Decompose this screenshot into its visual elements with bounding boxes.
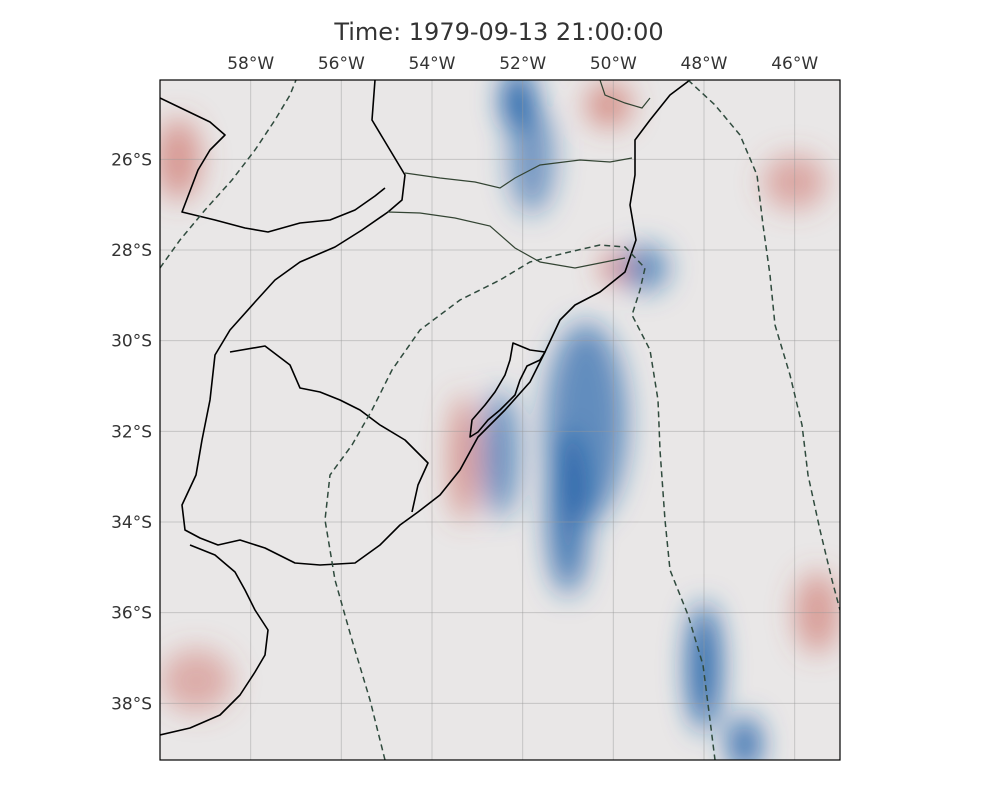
lon-tick-label: 48°W [681,54,728,74]
coastline-and-borders [160,80,691,736]
map-title: Time: 1979-09-13 21:00:00 [333,18,663,46]
field-negative-core-bottom [728,716,761,760]
uruguay-border [229,345,429,513]
lon-tick-label: 50°W [590,54,637,74]
field-positive-strip-west [450,395,478,522]
field-positive-patch-nw [160,118,201,201]
state-border-east [599,80,651,109]
gridlines [160,80,840,760]
contour-northwest [160,80,297,269]
field-negative-band-north [509,104,555,214]
lon-tick-label: 56°W [318,54,365,74]
lat-tick-label: 36°S [111,604,152,624]
map-frame [159,79,841,761]
patos-lagoon [469,342,546,438]
latitude-tick-labels: 26°S 28°S 30°S 32°S 34°S 36°S 38°S [111,150,152,714]
lon-tick-label: 52°W [499,54,546,74]
lat-tick-label: 38°S [111,694,152,714]
state-borders [387,80,651,269]
contour-center [324,244,716,760]
field-positive-patch-north [586,82,632,128]
lon-tick-label: 46°W [771,54,818,74]
lat-tick-label: 34°S [111,513,152,533]
state-border-north [404,157,633,189]
lat-tick-label: 26°S [111,150,152,170]
field-negative-band-south [547,431,589,595]
plata-coast-south [160,544,269,736]
longitude-tick-labels: 58°W 56°W 54°W 52°W 50°W 48°W 46°W [227,54,818,74]
field-negative-band-west [481,390,519,518]
atlantic-coastline [181,80,691,566]
field-negative-patch-east [622,245,668,291]
lat-tick-label: 30°S [111,332,152,352]
anomaly-field [160,80,840,760]
lon-tick-label: 54°W [409,54,456,74]
dashed-contours [160,80,840,760]
contour-east [687,80,840,611]
lat-tick-label: 28°S [111,241,152,261]
lat-tick-label: 32°S [111,422,152,442]
lon-tick-label: 58°W [227,54,274,74]
field-positive-patch-southeast [794,571,840,654]
argentina-border-north [160,97,386,233]
field-positive-patch-southwest [160,648,233,713]
field-positive-patch-east [762,154,827,210]
state-border-south [387,211,626,269]
